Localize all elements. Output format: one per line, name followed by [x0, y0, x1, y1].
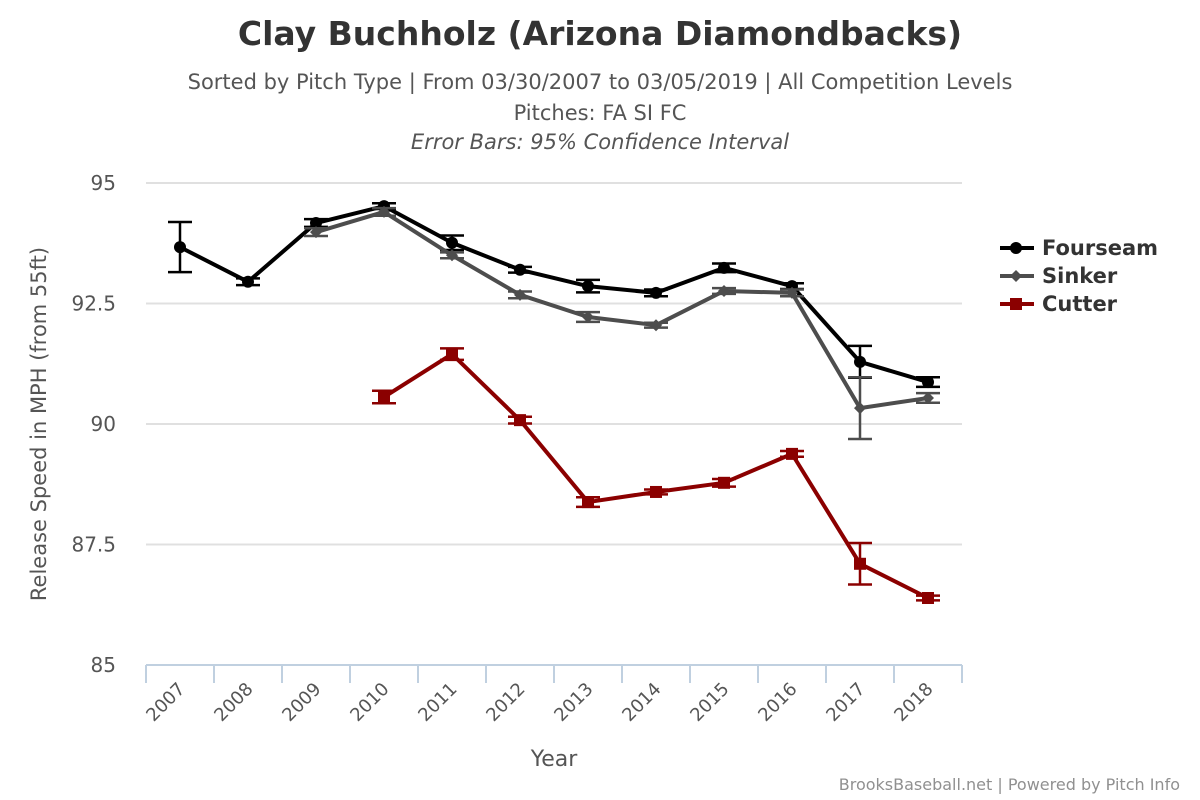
sinker-point	[378, 205, 390, 218]
cutter-point	[718, 476, 730, 489]
credit: BrooksBaseball.net | Powered by Pitch In…	[838, 775, 1180, 794]
cutter-line	[382, 352, 929, 600]
fourseam-point	[310, 217, 322, 230]
sinker-point	[650, 319, 662, 332]
sinker-line	[315, 209, 929, 411]
sinker-point	[514, 288, 526, 301]
x-tick-label: 2013	[550, 679, 597, 726]
legend-marker-icon	[1000, 270, 1034, 282]
x-tick-label: 2010	[346, 679, 393, 726]
x-tick-label: 2017	[822, 679, 869, 726]
legend-label: Fourseam	[1042, 236, 1159, 260]
sinker-point	[854, 402, 866, 415]
y-tick-label: 85	[91, 653, 116, 677]
legend-label: Sinker	[1042, 264, 1118, 288]
fourseam-line	[179, 204, 929, 384]
fourseam-point	[582, 280, 594, 293]
chart-pitches: Pitches: FA SI FC	[513, 101, 687, 125]
sinker-point	[922, 391, 934, 404]
chart-title: Clay Buchholz (Arizona Diamondbacks)	[237, 14, 963, 53]
legend-marker-icon	[1000, 298, 1034, 310]
x-tick-label: 2015	[686, 679, 733, 726]
legend-item-sinker[interactable]: Sinker	[1000, 262, 1158, 290]
cutter-point	[854, 557, 866, 570]
chart-error-note: Error Bars: 95% Confidence Interval	[410, 130, 790, 154]
legend: Fourseam Sinker Cutter	[1000, 234, 1158, 318]
cutter-point	[378, 391, 390, 404]
legend-item-fourseam[interactable]: Fourseam	[1000, 234, 1158, 262]
legend-label: Cutter	[1042, 292, 1118, 316]
x-tick-label: 2011	[414, 679, 461, 726]
sinker-point	[310, 226, 322, 239]
fourseam-point	[242, 275, 254, 288]
x-tick-label: 2012	[482, 679, 529, 726]
fourseam-point	[718, 261, 730, 274]
x-tick-label: 2018	[890, 679, 937, 726]
fourseam-point	[854, 355, 866, 368]
sinker-point	[582, 310, 594, 323]
cutter-point	[922, 592, 934, 605]
fourseam-point	[174, 241, 186, 254]
x-tick-label: 2016	[754, 679, 801, 726]
legend-item-cutter[interactable]: Cutter	[1000, 290, 1158, 318]
y-tick-label: 87.5	[71, 533, 116, 557]
cutter-point	[786, 447, 798, 460]
x-tick-label: 2008	[210, 679, 257, 726]
y-tick-label: 95	[91, 171, 116, 195]
sinker-point	[446, 249, 458, 262]
fourseam-point	[650, 286, 662, 299]
legend-marker-icon	[1000, 242, 1034, 254]
cutter-point	[446, 348, 458, 361]
y-tick-label: 90	[91, 412, 116, 436]
cutter-point	[650, 485, 662, 498]
x-axis-title: Year	[530, 747, 579, 772]
fourseam-point	[446, 236, 458, 249]
fourseam-point	[922, 376, 934, 389]
chart-subtitle: Sorted by Pitch Type | From 03/30/2007 t…	[187, 70, 1013, 94]
cutter-point	[582, 496, 594, 509]
cutter-point	[514, 414, 526, 427]
x-tick-label: 2007	[142, 679, 189, 726]
y-axis-title: Release Speed in MPH (from 55ft)	[27, 247, 51, 601]
fourseam-point	[514, 263, 526, 276]
sinker-point	[786, 286, 798, 299]
sinker-point	[718, 284, 730, 297]
x-tick-label: 2014	[618, 679, 665, 726]
x-tick-label: 2009	[278, 679, 325, 726]
y-tick-label: 92.5	[71, 292, 116, 316]
